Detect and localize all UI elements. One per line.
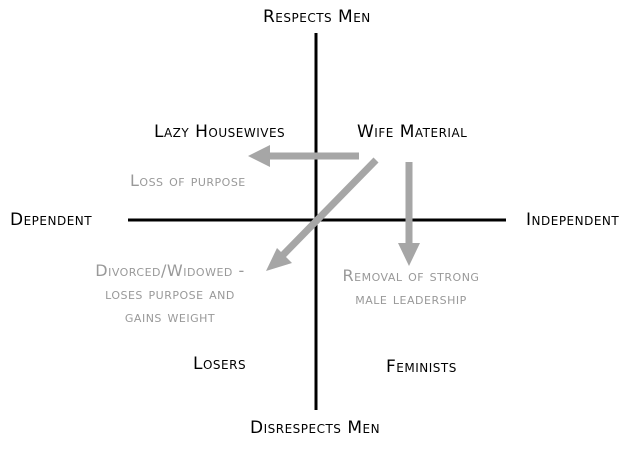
- note-removal-line-1: Removal of strong: [342, 266, 480, 285]
- axis-label-top: Respects Men: [263, 7, 371, 27]
- quadrant-label-bottom-left: Losers: [193, 354, 247, 374]
- quadrant-label-bottom-right: Feminists: [386, 357, 457, 377]
- note-loss-of-purpose: Loss of purpose: [130, 171, 246, 190]
- arrow-to-removal-of-leadership: [398, 162, 420, 266]
- note-divorced-line-2: loses purpose and: [105, 284, 235, 303]
- axis-label-left: Dependent: [10, 210, 93, 230]
- arrow-to-divorced-widowed: [266, 157, 379, 271]
- axis-label-bottom: Disrespects Men: [250, 418, 381, 438]
- note-divorced-line-3: gains weight: [124, 307, 216, 326]
- quadrant-label-top-left: Lazy Housewives: [154, 122, 286, 142]
- note-removal-line-2: male leadership: [355, 289, 467, 308]
- note-removal-of-leadership: Removal of strong male leadership: [326, 264, 496, 310]
- note-divorced-widowed: Divorced/Widowed - loses purpose and gai…: [78, 259, 262, 328]
- arrow-to-lazy-housewives: [248, 145, 359, 167]
- quadrant-label-top-right: Wife Material: [357, 122, 468, 142]
- axis-label-right: Independent: [526, 210, 620, 230]
- note-divorced-line-1: Divorced/Widowed -: [95, 261, 245, 280]
